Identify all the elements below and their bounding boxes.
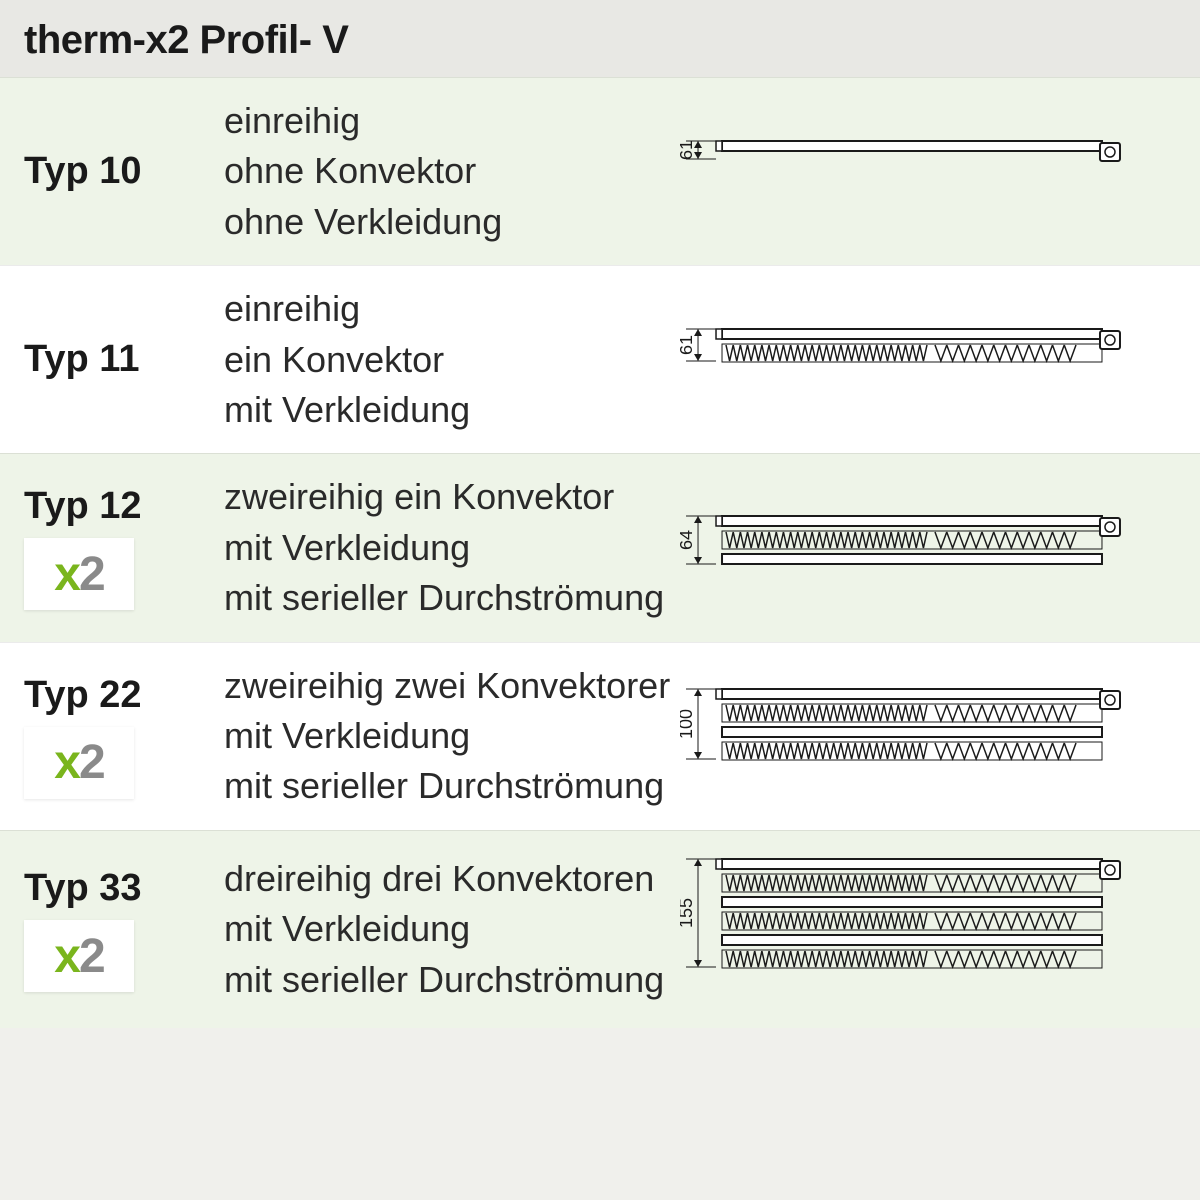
type-column: Typ 12 x2 — [24, 485, 214, 610]
x2-badge: x2 — [24, 920, 134, 992]
svg-text:100: 100 — [680, 709, 696, 739]
description-line: ohne Verkleidung — [224, 197, 680, 247]
description-column: einreihigein Konvektormit Verkleidung — [214, 284, 680, 435]
description-line: zweireihig zwei Konvektorer — [224, 661, 680, 711]
description-line: mit Verkleidung — [224, 523, 680, 573]
type-label: Typ 22 — [24, 674, 214, 717]
description-line: einreihig — [224, 284, 680, 334]
description-line: mit Verkleidung — [224, 385, 680, 435]
description-column: einreihigohne Konvektorohne Verkleidung — [214, 96, 680, 247]
type-row: Typ 11einreihigein Konvektormit Verkleid… — [0, 265, 1200, 453]
description-line: mit serieller Durchströmung — [224, 761, 680, 811]
description-line: mit serieller Durchströmung — [224, 573, 680, 623]
x2-badge: x2 — [24, 538, 134, 610]
description-line: mit Verkleidung — [224, 711, 680, 761]
type-column: Typ 11 — [24, 338, 214, 381]
svg-text:64: 64 — [680, 530, 696, 550]
svg-text:155: 155 — [680, 898, 696, 928]
description-column: zweireihig ein Konvektormit Verkleidungm… — [214, 472, 680, 623]
type-row: Typ 22 x2 zweireihig zwei Konvektorermit V… — [0, 642, 1200, 830]
description-line: einreihig — [224, 96, 680, 146]
header-title: therm-x2 Profil- V — [24, 18, 1176, 63]
type-label: Typ 11 — [24, 338, 214, 381]
table-header: therm-x2 Profil- V — [0, 0, 1200, 77]
type-row: Typ 33 x2 dreireihig drei Konvektorenmit V… — [0, 830, 1200, 1029]
cross-section-diagram: 61 — [680, 319, 1180, 401]
radiator-type-table: therm-x2 Profil- V Typ 10einreihigohne K… — [0, 0, 1200, 1200]
type-column: Typ 22 x2 — [24, 674, 214, 799]
description-column: zweireihig zwei Konvektorermit Verkleidu… — [214, 661, 680, 812]
description-line: ein Konvektor — [224, 335, 680, 385]
description-line: ohne Konvektor — [224, 146, 680, 196]
description-line: dreireihig drei Konvektoren — [224, 854, 680, 904]
type-label: Typ 10 — [24, 150, 214, 193]
cross-section-diagram: 100 — [680, 679, 1180, 794]
type-row: Typ 12 x2 zweireihig ein Konvektormit Verk… — [0, 453, 1200, 641]
type-column: Typ 10 — [24, 150, 214, 193]
cross-section-diagram: 64 — [680, 506, 1180, 590]
svg-text:61: 61 — [680, 335, 696, 355]
type-label: Typ 33 — [24, 867, 214, 910]
type-label: Typ 12 — [24, 485, 214, 528]
x2-badge: x2 — [24, 727, 134, 799]
type-column: Typ 33 x2 — [24, 867, 214, 992]
type-row: Typ 10einreihigohne Konvektorohne Verkle… — [0, 77, 1200, 265]
description-column: dreireihig drei Konvektorenmit Verkleidu… — [214, 854, 680, 1005]
svg-text:61: 61 — [680, 140, 696, 160]
description-line: mit serieller Durchströmung — [224, 955, 680, 1005]
description-line: zweireihig ein Konvektor — [224, 472, 680, 522]
description-line: mit Verkleidung — [224, 904, 680, 954]
cross-section-diagram: 61 — [680, 131, 1180, 213]
cross-section-diagram: 155 — [680, 849, 1180, 1011]
